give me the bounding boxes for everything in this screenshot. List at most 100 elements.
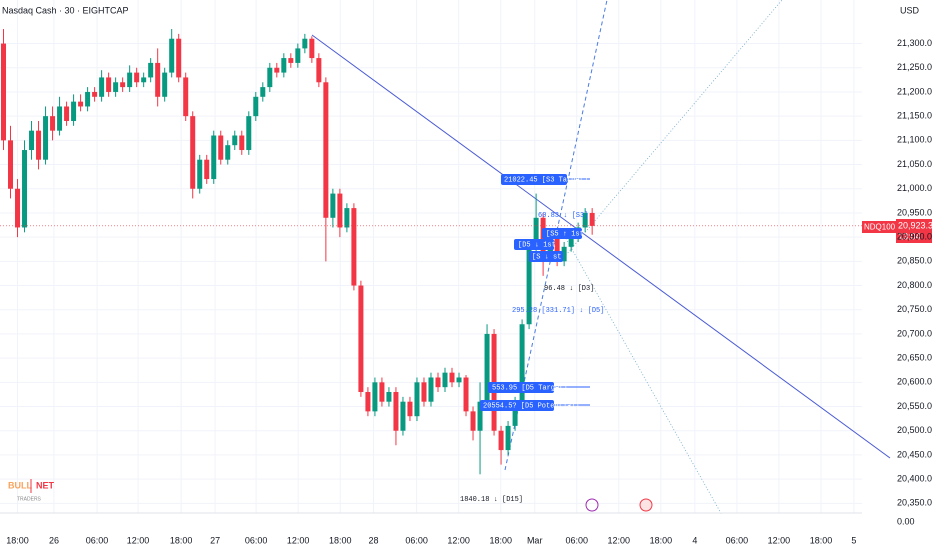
event-icon[interactable] — [639, 498, 653, 512]
candle-body — [365, 392, 371, 412]
x-tick-label: 18:00 — [6, 535, 29, 545]
y-tick-label: 20,650.00 — [897, 353, 932, 363]
candle-body — [190, 116, 196, 189]
candle-body — [582, 212, 588, 228]
annotation: 20554.5? [D5 Potential] — [483, 402, 580, 410]
dotted-projection — [559, 227, 723, 516]
price-label: NDQ100 20,923.32 13:04 — [862, 219, 932, 243]
candle-body — [225, 145, 231, 160]
x-tick-label: 26 — [49, 535, 59, 545]
candle-body — [421, 382, 427, 402]
trend-line — [311, 34, 891, 459]
y-tick-label: 20,700.00 — [897, 328, 932, 338]
candle-body — [428, 377, 434, 402]
candle-body — [498, 430, 504, 451]
x-tick-label: 18:00 — [650, 535, 673, 545]
x-tick-label: 06:00 — [245, 535, 268, 545]
candle-body — [414, 382, 420, 417]
candle-body — [253, 96, 259, 117]
annotation: 553.95 [D5 Target] — [492, 384, 568, 392]
candle-body — [386, 392, 392, 402]
candle-body — [477, 401, 483, 431]
candle-body — [274, 67, 280, 73]
candle-body — [337, 193, 343, 228]
candle-body — [526, 246, 532, 325]
candle-body — [106, 77, 112, 92]
y-tick-label: 20,450.00 — [897, 449, 932, 459]
y-tick-label: 20,850.00 — [897, 256, 932, 266]
candle-body — [470, 411, 476, 431]
y-tick-label: 20,900.00 — [897, 232, 932, 242]
x-tick-label: 18:00 — [489, 535, 512, 545]
candle-body — [442, 372, 448, 388]
candle-body — [197, 159, 203, 189]
label-box — [529, 251, 563, 262]
candle-body — [22, 150, 28, 228]
y-tick-label: 20,950.00 — [897, 207, 932, 217]
logo-text: BULL — [8, 480, 32, 490]
candle-body — [407, 401, 413, 417]
annotation: 96.48 ↓ [D3] — [544, 285, 594, 293]
y-tick-label: 21,200.00 — [897, 86, 932, 96]
candle-body — [463, 377, 469, 412]
candle-body — [484, 333, 490, 402]
event-icon[interactable] — [585, 498, 599, 512]
candle-body — [57, 106, 63, 131]
annotation: 60.83 ↓ [S3] — [538, 212, 588, 220]
y-tick-label: 20,550.00 — [897, 401, 932, 411]
candle-body — [372, 382, 378, 412]
x-tick-label: 12:00 — [127, 535, 150, 545]
y-tick-label: 21,100.00 — [897, 135, 932, 145]
y-tick-label: 21,150.00 — [897, 111, 932, 121]
x-tick-label: 12:00 — [447, 535, 470, 545]
candle-body — [120, 82, 126, 88]
logo-text: TRADERS — [17, 496, 42, 502]
candle-body — [36, 130, 42, 160]
dotted-projection — [559, 0, 783, 263]
candle-body — [113, 82, 119, 92]
candle-body — [330, 193, 336, 218]
candle-body — [561, 246, 567, 262]
label-box — [514, 239, 554, 250]
candle-body — [204, 159, 210, 180]
x-tick-label: 5 — [851, 535, 856, 545]
label-box — [501, 174, 567, 185]
candle-body — [64, 106, 70, 121]
candle-body — [533, 217, 539, 247]
annotation: [D5 ↓ 1st — [518, 241, 556, 249]
candle-body — [316, 58, 322, 83]
candle-body — [50, 116, 56, 131]
candle-body — [505, 425, 511, 451]
candle-body — [554, 237, 560, 262]
last-price: 20,923.32 — [898, 220, 932, 230]
candle-body — [78, 101, 84, 107]
y-tick-label: 20,500.00 — [897, 425, 932, 435]
grid — [0, 0, 862, 513]
label-box — [488, 382, 554, 393]
annotations: 21022.45 [S3 Target] 60.83 ↓ [S3] [S5 ↑ … — [460, 174, 604, 504]
candle-body — [295, 48, 301, 63]
x-tick-label: 12:00 — [287, 535, 310, 545]
candle-body — [323, 82, 329, 218]
candle-body — [281, 58, 287, 73]
lower-scale-label: 0.00 — [897, 516, 915, 526]
x-tick-label: 06:00 — [726, 535, 749, 545]
x-tick-label: 4 — [692, 535, 697, 545]
candle-body — [71, 101, 77, 121]
x-tick-label: 18:00 — [329, 535, 352, 545]
candle-body — [92, 91, 98, 97]
x-tick-label: 27 — [210, 535, 220, 545]
x-tick-label: 06:00 — [86, 535, 109, 545]
candle-body — [1, 43, 7, 141]
candle-body — [512, 401, 518, 426]
candle-body — [351, 208, 357, 286]
candle-body — [29, 130, 35, 151]
candle-body — [267, 67, 273, 88]
y-tick-label: 20,400.00 — [897, 473, 932, 483]
candle-body — [358, 285, 364, 393]
chart-title: Nasdaq Cash · 30 · EIGHTCAP — [2, 5, 129, 15]
candle-body — [246, 116, 252, 151]
candle-body — [519, 324, 525, 402]
